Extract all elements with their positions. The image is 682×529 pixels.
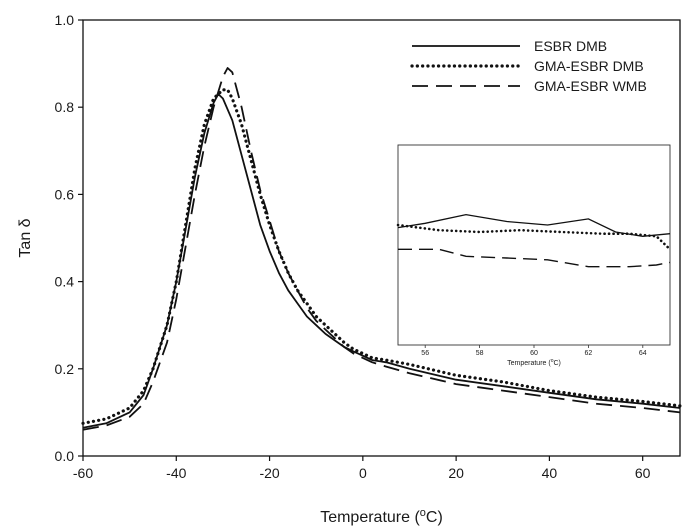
inset-series-line-1 (397, 213, 671, 237)
main-axis-ticks (78, 19, 644, 461)
x-tick-label: 60 (635, 465, 651, 481)
inset-x-tick-label: 64 (639, 350, 647, 357)
x-tick-label: -20 (259, 465, 279, 481)
degree-superscript: o (420, 507, 426, 519)
inset-x-tick-label: 56 (421, 350, 429, 357)
legend-label-3: GMA-ESBR WMB (534, 78, 647, 94)
inset-x-tick-label: 58 (476, 350, 484, 357)
x-tick-label: -60 (73, 465, 93, 481)
inset-x-tick-label: 62 (585, 350, 593, 357)
y-tick-label: 0.6 (55, 186, 75, 202)
x-axis-title: Temperature (oC) (320, 507, 443, 526)
main-tick-labels: -60 -40 -20 0 20 40 60 0.0 0.2 0.4 0.6 0.8 1.0 (55, 12, 651, 481)
main-series-group (81, 67, 682, 431)
x-tick-label: 20 (448, 465, 464, 481)
legend-label-2: GMA-ESBR DMB (534, 58, 644, 74)
y-tick-label: 0.2 (55, 361, 75, 377)
x-title-unit: C) (426, 509, 443, 526)
y-tick-label: 1.0 (55, 12, 75, 28)
y-tick-label: 0.0 (55, 448, 75, 464)
series-line-3 (82, 67, 681, 431)
legend-label-1: ESBR DMB (534, 38, 607, 54)
inset-series-line-3 (398, 248, 671, 268)
x-tick-label: -40 (166, 465, 186, 481)
x-tick-label: 40 (542, 465, 558, 481)
plot-frame (82, 19, 681, 457)
inset-x-axis-title: Temperature (oC) (507, 358, 561, 367)
y-tick-label: 0.4 (55, 274, 75, 290)
inset-chart: 56 58 60 62 64 Temperature (oC) (396, 144, 672, 367)
legend: ESBR DMB GMA-ESBR DMB GMA-ESBR WMB (410, 38, 647, 94)
y-tick-label: 0.8 (55, 99, 75, 115)
y-axis-title: Tan δ (17, 218, 34, 257)
inset-x-tick-label: 60 (530, 350, 538, 357)
x-tick-label: 0 (359, 465, 367, 481)
series-line-2 (81, 88, 682, 425)
inset-frame (397, 144, 671, 346)
inset-series-line-2 (396, 223, 672, 251)
